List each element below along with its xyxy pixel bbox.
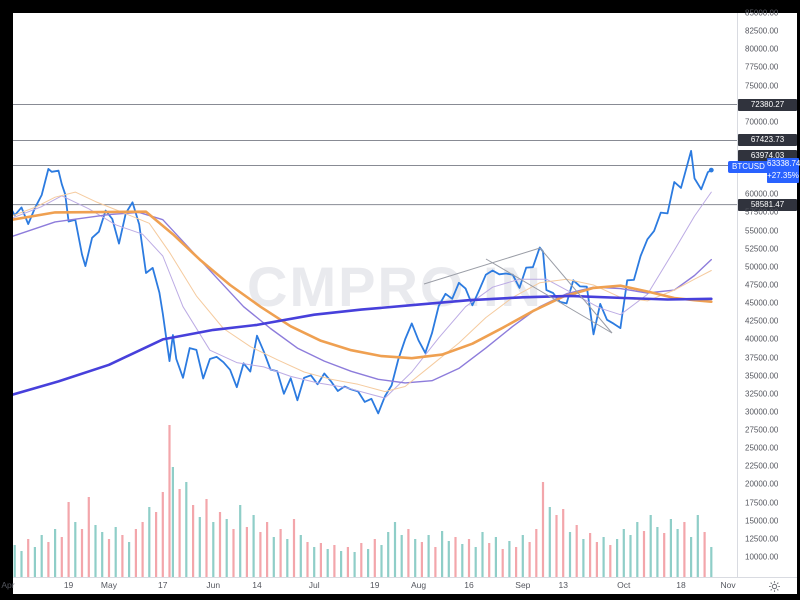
price-axis-border xyxy=(737,13,738,577)
price-series-lines xyxy=(13,149,714,415)
chart-background xyxy=(13,13,797,594)
series-ma100_orange xyxy=(13,210,713,360)
series-ma200_indigo xyxy=(13,294,713,396)
price-level-lines xyxy=(13,104,737,206)
volume-bars xyxy=(13,425,713,577)
series-ma50_violet xyxy=(13,211,712,384)
trendline-annotations[interactable] xyxy=(423,247,613,334)
time-axis-border xyxy=(13,577,797,578)
series-ma50_orange xyxy=(13,191,712,393)
gear-icon[interactable] xyxy=(768,580,781,593)
series-ma20 xyxy=(13,191,712,399)
